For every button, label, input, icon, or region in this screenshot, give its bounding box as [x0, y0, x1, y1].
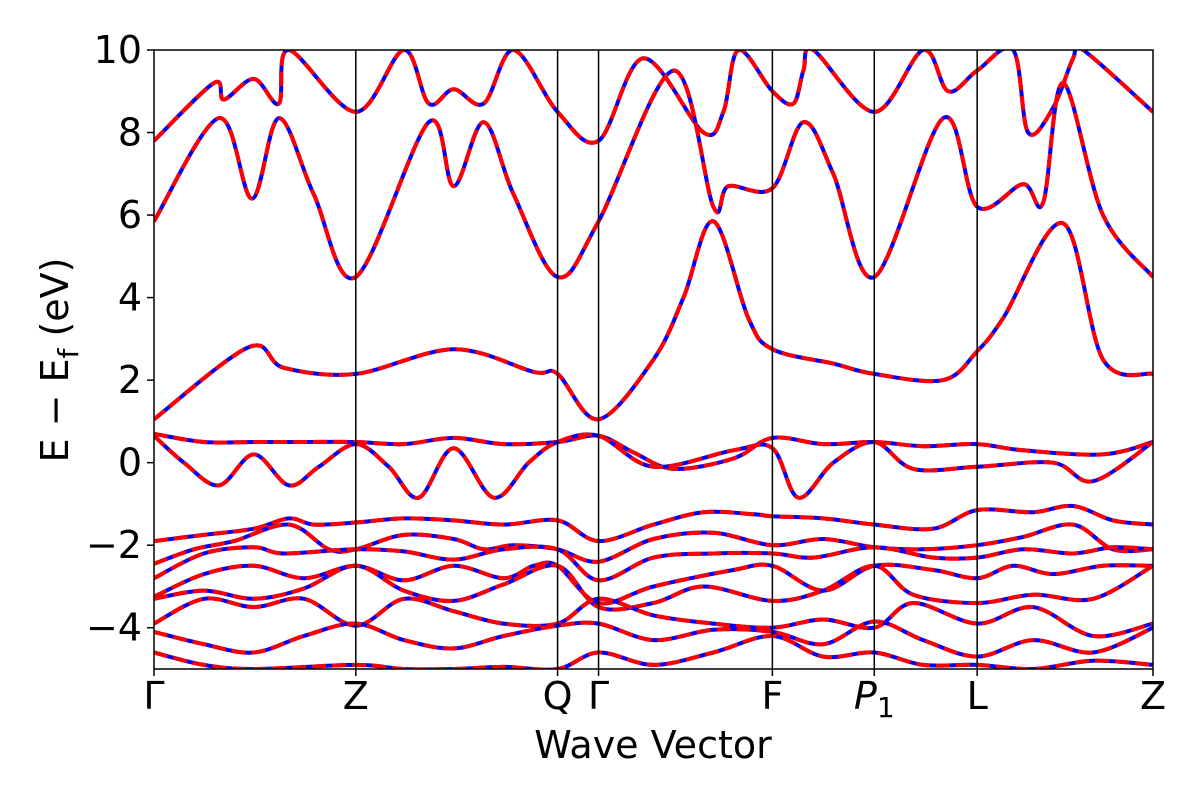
band-8-red-dashed — [154, 544, 1153, 583]
x-tick-label: Γ — [143, 674, 164, 718]
y-axis-label-unit: (eV) — [33, 258, 77, 349]
x-tick-label: P1 — [854, 674, 895, 724]
x-tick-label: Γ — [588, 674, 609, 718]
x-tick-label: L — [967, 674, 988, 718]
band-2-red-dashed — [154, 68, 1153, 281]
y-tick-label: 4 — [118, 276, 142, 320]
x-axis-ticks: Γ Z Q Γ F P1 L Z — [143, 669, 1166, 724]
band-11-red-dashed — [154, 596, 1153, 639]
y-axis-label-sub: f — [52, 347, 85, 358]
x-tick-label: Q — [543, 674, 573, 718]
y-tick-label: 2 — [118, 358, 142, 402]
band-10-red-dashed — [154, 563, 1153, 612]
high-symmetry-lines — [355, 50, 978, 669]
y-tick-label: −2 — [86, 523, 142, 567]
band-4-red-dashed — [154, 431, 1153, 471]
band-5-red-dashed — [154, 432, 1153, 500]
band-9-red-dashed — [154, 560, 1153, 606]
y-tick-label: 10 — [94, 28, 142, 72]
band-6-red-dashed — [154, 503, 1153, 544]
y-tick-label: 6 — [118, 193, 142, 237]
plot-frame — [153, 49, 1154, 670]
y-tick-label: 0 — [118, 441, 142, 485]
x-tick-label: Z — [1140, 674, 1166, 718]
band-12-red-dashed — [154, 619, 1153, 659]
y-axis-label: E − Ef (eV) — [33, 258, 85, 463]
x-tick-label: F — [761, 674, 783, 718]
band-1-red-dashed — [154, 50, 1153, 145]
y-axis-label-main: E − E — [33, 358, 77, 462]
x-tick-label: Z — [343, 674, 369, 718]
x-axis-label: Wave Vector — [534, 723, 772, 767]
y-axis-ticks: −4 −2 0 2 4 6 8 10 — [86, 28, 154, 650]
y-tick-label: 8 — [118, 111, 142, 155]
y-tick-label: −4 — [86, 606, 142, 650]
band-3-red-dashed — [154, 219, 1153, 422]
